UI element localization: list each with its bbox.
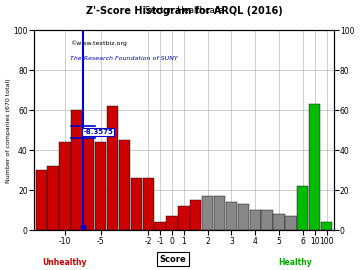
- Bar: [226, 202, 237, 230]
- Bar: [107, 106, 118, 230]
- Bar: [238, 204, 249, 230]
- Bar: [36, 170, 47, 230]
- Text: The Research Foundation of SUNY: The Research Foundation of SUNY: [70, 56, 178, 61]
- Bar: [297, 186, 309, 230]
- Text: Sector: Healthcare: Sector: Healthcare: [145, 6, 223, 15]
- Bar: [95, 142, 106, 230]
- Text: -8.3575: -8.3575: [84, 129, 113, 135]
- Text: Score: Score: [159, 255, 186, 264]
- Bar: [48, 166, 59, 230]
- Bar: [285, 216, 297, 230]
- Bar: [59, 142, 71, 230]
- Bar: [190, 200, 202, 230]
- Bar: [249, 210, 261, 230]
- Bar: [321, 222, 332, 230]
- Text: Healthy: Healthy: [278, 258, 312, 267]
- Bar: [154, 222, 166, 230]
- Bar: [166, 216, 177, 230]
- Bar: [214, 196, 225, 230]
- Bar: [273, 214, 285, 230]
- Title: Z'-Score Histogram for ARQL (2016): Z'-Score Histogram for ARQL (2016): [86, 6, 282, 16]
- Text: ©www.textbiz.org: ©www.textbiz.org: [70, 40, 127, 46]
- Bar: [71, 110, 82, 230]
- Bar: [261, 210, 273, 230]
- Bar: [178, 206, 189, 230]
- Bar: [202, 196, 213, 230]
- Bar: [143, 178, 154, 230]
- Bar: [131, 178, 142, 230]
- Bar: [83, 138, 94, 230]
- Text: Unhealthy: Unhealthy: [42, 258, 87, 267]
- Bar: [309, 104, 320, 230]
- Bar: [119, 140, 130, 230]
- Y-axis label: Number of companies (670 total): Number of companies (670 total): [5, 78, 10, 183]
